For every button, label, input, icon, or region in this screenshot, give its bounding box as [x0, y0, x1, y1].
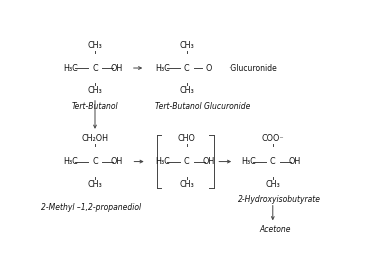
- Text: OH: OH: [110, 64, 122, 73]
- Text: C: C: [184, 157, 189, 166]
- Text: CHO: CHO: [178, 135, 196, 143]
- Text: CH₂OH: CH₂OH: [81, 135, 108, 143]
- Text: COO⁻: COO⁻: [262, 135, 284, 143]
- Text: 2-Hydroxyisobutyrate: 2-Hydroxyisobutyrate: [238, 195, 322, 204]
- Text: ·Glucuronide: ·Glucuronide: [228, 64, 277, 73]
- Text: OH: OH: [202, 157, 214, 166]
- Text: CH₃: CH₃: [265, 180, 280, 189]
- Text: CH₃: CH₃: [88, 41, 102, 50]
- Text: H₃C: H₃C: [155, 64, 170, 73]
- Text: CH₃: CH₃: [179, 180, 194, 189]
- Text: CH₃: CH₃: [88, 86, 102, 95]
- Text: OH: OH: [110, 157, 122, 166]
- Text: C: C: [92, 157, 98, 166]
- Text: CH₃: CH₃: [88, 180, 102, 189]
- Text: C: C: [270, 157, 276, 166]
- Text: H₃C: H₃C: [63, 157, 78, 166]
- Text: O: O: [205, 64, 211, 73]
- Text: OH: OH: [288, 157, 300, 166]
- Text: H₃C: H₃C: [63, 64, 78, 73]
- Text: 2-Methyl –1,2-propanediol: 2-Methyl –1,2-propanediol: [41, 203, 141, 212]
- Text: Acetone: Acetone: [260, 225, 292, 234]
- Text: CH₃: CH₃: [179, 41, 194, 50]
- Text: H₃C: H₃C: [241, 157, 256, 166]
- Text: C: C: [92, 64, 98, 73]
- Text: Tert-Butanol: Tert-Butanol: [72, 101, 118, 111]
- Text: H₃C: H₃C: [155, 157, 170, 166]
- Text: CH₃: CH₃: [179, 86, 194, 95]
- Text: Tert-Butanol Glucuronide: Tert-Butanol Glucuronide: [155, 101, 250, 111]
- Text: C: C: [184, 64, 189, 73]
